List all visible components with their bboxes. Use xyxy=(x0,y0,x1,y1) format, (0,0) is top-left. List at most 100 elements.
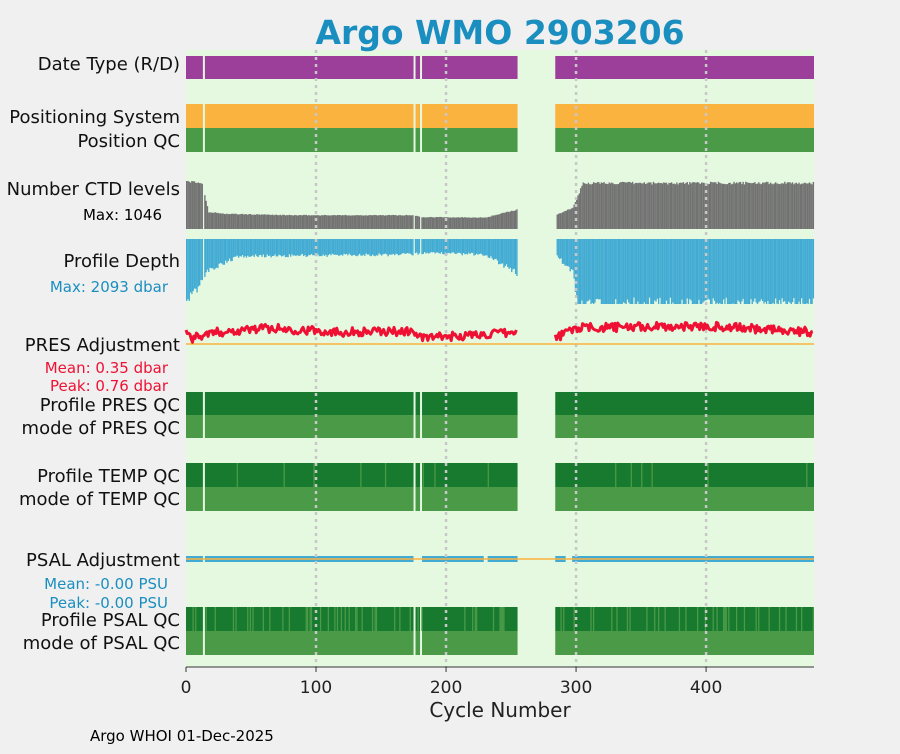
profile-depth-bar xyxy=(417,239,419,255)
ctd-levels-bar xyxy=(672,183,674,229)
profile-depth-bar xyxy=(569,239,571,272)
ctd-levels-bar xyxy=(695,182,698,229)
ctd-levels-bar xyxy=(570,208,573,229)
profile-depth-bar xyxy=(271,239,274,257)
ctd-levels-bar xyxy=(228,214,231,229)
profile-depth-bar xyxy=(690,239,692,301)
ctd-levels-bar xyxy=(232,213,235,229)
row-label-ctd-levels: Number CTD levels xyxy=(7,179,180,200)
profile-depth-bar xyxy=(371,239,374,255)
mode-temp-qc-missing-cycle xyxy=(202,487,205,511)
ctd-levels-bar xyxy=(356,215,358,229)
profile-depth-bar xyxy=(507,239,509,268)
ctd-levels-bar xyxy=(208,212,210,229)
ctd-levels-bar xyxy=(501,212,504,229)
profile-depth-bar xyxy=(300,239,302,255)
profile-depth-bar xyxy=(680,239,682,304)
ctd-levels-bar xyxy=(317,215,319,229)
profile-depth-bar xyxy=(225,239,227,261)
profile-depth-bar xyxy=(395,239,397,254)
profile-depth-bar xyxy=(560,239,562,259)
ctd-levels-bar xyxy=(309,215,311,229)
profile-depth-bar xyxy=(768,239,770,304)
ctd-levels-bar xyxy=(629,182,631,229)
profile-depth-bar xyxy=(487,239,489,258)
profile-depth-bar xyxy=(210,239,213,269)
profile-temp-qc-flag xyxy=(236,463,239,487)
ctd-levels-bar xyxy=(326,215,328,229)
ctd-levels-bar xyxy=(765,181,768,229)
ctd-levels-bar xyxy=(287,215,289,229)
ctd-levels-bar xyxy=(435,216,437,229)
profile-temp-qc-flag xyxy=(651,463,653,487)
profile-depth-bar xyxy=(260,239,262,255)
ctd-levels-bar xyxy=(186,181,188,229)
ctd-levels-bar xyxy=(505,211,508,229)
profile-depth-bar xyxy=(431,239,434,253)
pres-adjustment-trace-1 xyxy=(184,322,518,344)
profile-depth-bar xyxy=(767,239,769,302)
ctd-levels-bar xyxy=(430,216,432,229)
ctd-levels-bar xyxy=(687,184,690,229)
profile-depth-bar xyxy=(672,239,674,303)
profile-depth-bar xyxy=(261,239,263,257)
profile-depth-bar xyxy=(212,239,214,269)
profile-depth-bar xyxy=(494,239,496,260)
profile-depth-bar xyxy=(496,239,499,261)
profile-depth-bar xyxy=(746,239,748,304)
ctd-levels-bar xyxy=(643,182,646,229)
ctd-levels-bar xyxy=(495,214,497,229)
ctd-levels-bar xyxy=(260,214,262,229)
profile-temp-qc-flag xyxy=(615,463,617,487)
x-tick-label-200: 200 xyxy=(430,678,462,698)
ctd-levels-bar xyxy=(314,215,317,229)
profile-depth-bar xyxy=(278,239,280,255)
profile-depth-bar xyxy=(403,239,405,254)
ctd-levels-bar xyxy=(416,215,418,229)
ctd-levels-bar xyxy=(433,217,435,229)
profile-depth-bar xyxy=(423,239,426,253)
ctd-levels-bar xyxy=(226,213,228,229)
profile-depth-bar xyxy=(681,239,683,300)
profile-psal-qc-flag xyxy=(629,607,631,631)
ctd-levels-bar xyxy=(442,217,444,229)
ctd-levels-bar xyxy=(196,182,198,229)
profile-depth-bar xyxy=(421,239,423,255)
profile-depth-bar xyxy=(490,239,492,257)
profile-depth-bar xyxy=(457,239,460,253)
ctd-levels-bar xyxy=(278,215,280,229)
ctd-levels-bar xyxy=(239,214,241,229)
profile-psal-qc-flag xyxy=(678,607,681,631)
profile-depth-bar xyxy=(685,239,687,304)
profile-depth-bar xyxy=(647,239,649,304)
profile-depth-bar xyxy=(577,239,579,304)
profile-depth-bar xyxy=(270,239,272,258)
ctd-levels-bar xyxy=(808,182,811,229)
ctd-levels-bar xyxy=(249,213,252,229)
profile-depth-bar xyxy=(720,239,722,304)
profile-depth-bar xyxy=(472,239,474,253)
profile-depth-bar xyxy=(765,239,768,304)
profile-depth-bar xyxy=(758,239,760,303)
ctd-levels-bar xyxy=(751,183,753,229)
plot-background xyxy=(186,50,814,667)
profile-depth-bar xyxy=(498,239,500,265)
ctd-levels-bar xyxy=(686,182,688,229)
ctd-levels-bar xyxy=(191,181,193,229)
profile-depth-bar xyxy=(771,239,773,304)
profile-depth-bar xyxy=(469,239,471,254)
profile-depth-bar xyxy=(347,239,349,256)
profile-depth-bar xyxy=(351,239,353,256)
ctd-levels-bar xyxy=(494,215,496,229)
profile-depth-bar xyxy=(573,239,575,279)
ctd-levels-bar xyxy=(284,215,287,229)
profile-depth-bar xyxy=(283,239,285,256)
profile-depth-bar xyxy=(295,239,297,257)
profile-depth-bar xyxy=(214,239,216,269)
profile-depth-bar xyxy=(683,239,686,304)
profile-depth-bar xyxy=(689,239,691,300)
profile-depth-bar xyxy=(691,239,694,304)
ctd-levels-bar xyxy=(568,209,570,229)
ctd-levels-bar xyxy=(195,182,197,229)
profile-psal-qc-flag xyxy=(310,607,313,631)
